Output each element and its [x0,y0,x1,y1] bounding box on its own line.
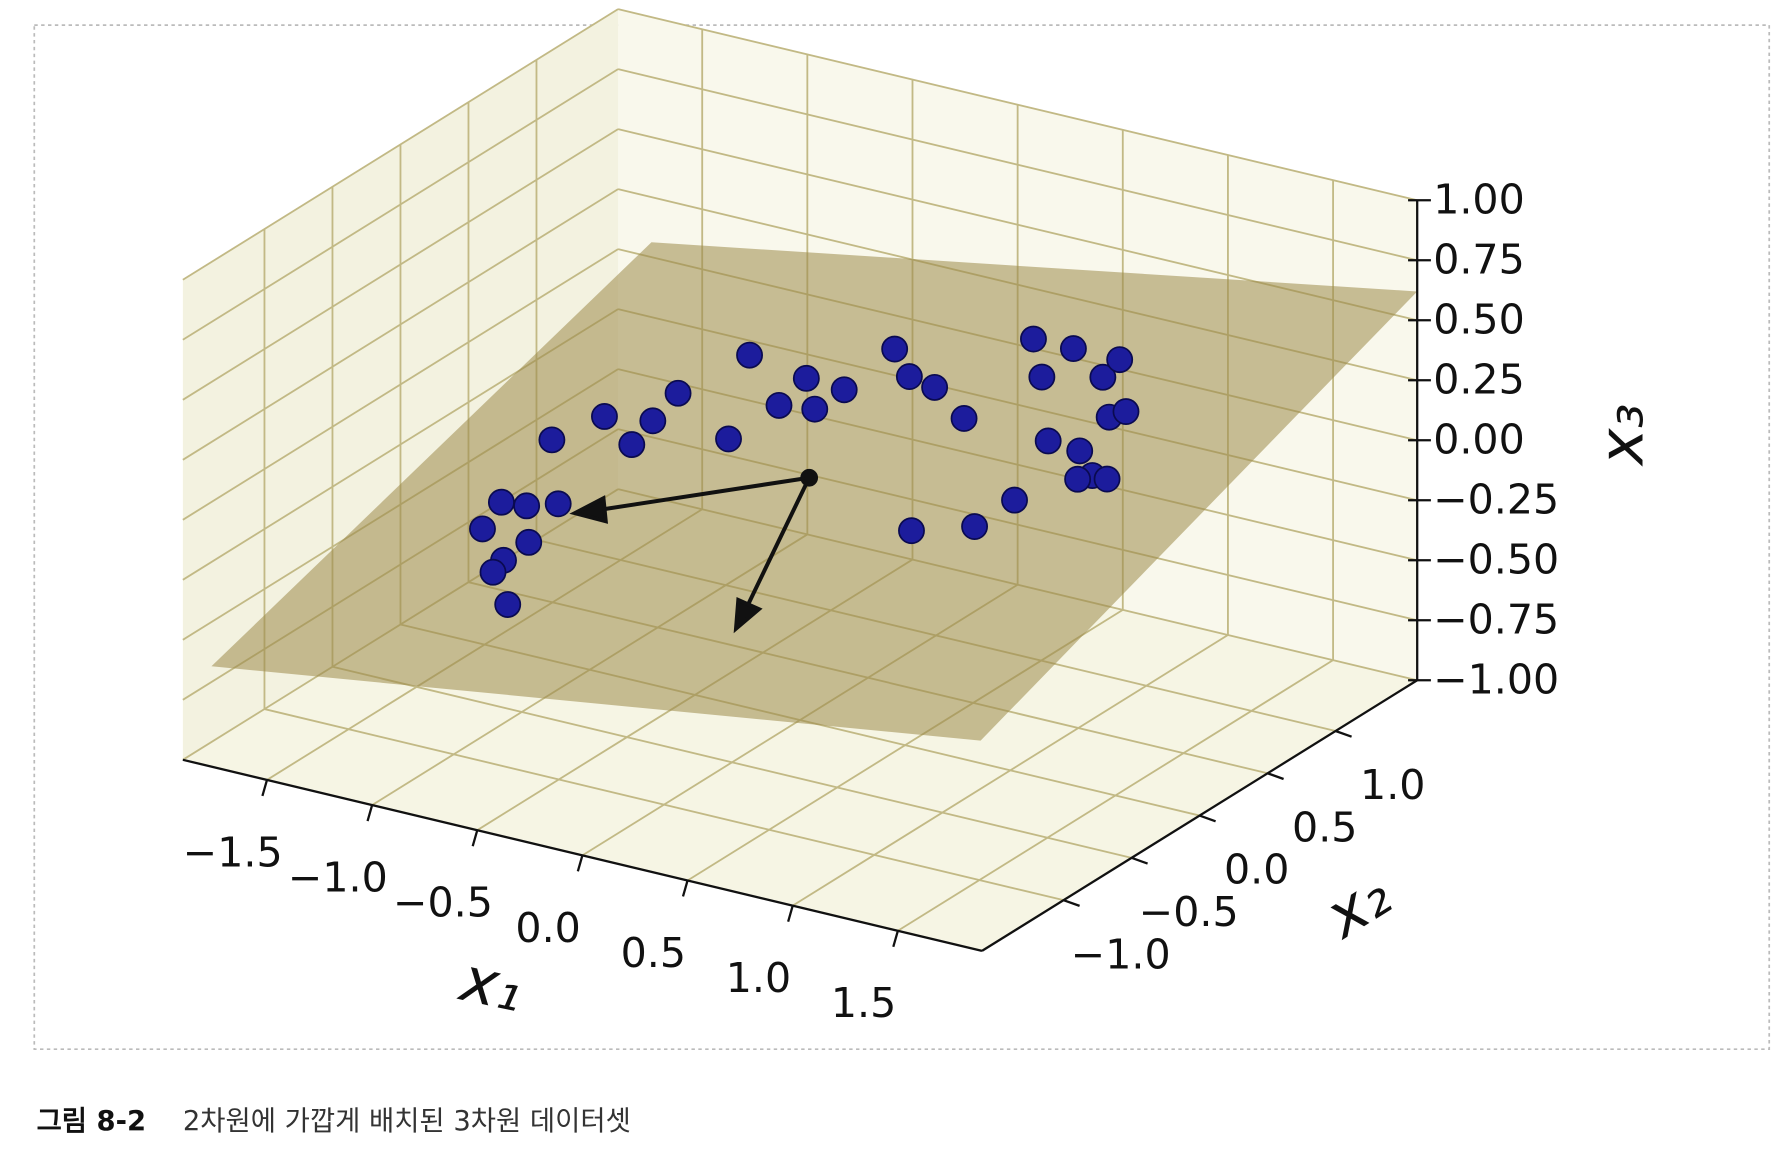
x-tick-label: −0.5 [393,879,493,927]
z-tick-label: 0.75 [1433,236,1525,284]
point [1001,486,1028,514]
x-tick-label: 0.0 [515,904,580,952]
tick-mark [1131,856,1148,865]
point [950,405,978,432]
arrows [569,468,819,634]
arrow [599,475,810,512]
y-tick-label: 1.0 [1360,761,1425,809]
x-tick-label: 1.5 [831,979,896,1027]
point [1064,465,1092,493]
tick-mark [892,930,899,948]
point [881,335,909,363]
point [736,341,763,369]
point [494,591,522,618]
point [618,431,646,459]
point [1066,437,1094,465]
point [469,515,496,543]
point [479,558,507,586]
point [1112,398,1140,425]
tick-mark [1267,772,1284,781]
point [1059,335,1087,363]
arrow [746,476,811,605]
axes: −1.5−1.0−0.50.00.51.01.5−1.0−0.50.00.51.… [182,176,1657,1027]
z-tick-label: −0.75 [1433,596,1559,644]
y-tick-label: −1.0 [1071,930,1171,978]
point [1089,363,1117,391]
point [1028,363,1056,391]
caption: 2차원에 가깝게 배치된 3차원 데이터셋 [183,1106,631,1137]
point [515,528,543,556]
x-tick-label: −1.0 [288,853,388,901]
point [715,425,742,453]
arrow-head [569,495,609,524]
z-tick-label: 1.00 [1433,176,1525,224]
tick-mark [681,880,689,897]
point [1106,346,1134,374]
points [469,325,1140,618]
point [538,426,566,454]
tick-mark [261,779,269,797]
z-tick-label: −0.25 [1433,476,1559,524]
grid-line [332,665,1132,859]
grid-line [617,8,1418,202]
point [1020,325,1047,353]
caption-label: 그림 8-2 [37,1106,146,1137]
point [487,488,515,516]
point [830,376,858,404]
grid-line [182,128,619,401]
point [765,391,793,419]
point [664,379,692,407]
z-axis-label: x₃ [1585,404,1657,467]
arrow-origin [800,468,819,487]
tick-mark [1199,814,1216,823]
point [961,513,989,540]
grid-line [182,248,619,521]
tick-mark [1063,899,1080,907]
point [898,517,925,545]
y-tick-label: −0.5 [1139,888,1239,936]
grid-line [264,708,1064,902]
z-tick-label: 0.00 [1433,416,1525,464]
grid-line [182,8,619,281]
z-tick-label: 0.25 [1433,356,1525,404]
x-tick-label: 1.0 [726,954,791,1002]
figure-content: −1.5−1.0−0.50.00.51.01.5−1.0−0.50.00.51.… [33,8,1771,1137]
grid-line [617,68,1418,262]
grid-line [182,68,619,341]
axis-line [981,679,1418,952]
z-tick-label: −1.00 [1433,656,1559,704]
point [792,364,820,392]
point [1093,465,1121,493]
z-tick-label: −0.50 [1433,536,1559,584]
point [544,490,572,518]
tick-mark [366,804,374,822]
x-tick-label: −1.5 [183,828,283,876]
point [1034,427,1062,455]
y-tick-label: 0.0 [1224,846,1289,894]
tick-mark [787,905,794,922]
point [921,373,949,401]
point [513,492,541,520]
tick-mark [576,855,584,872]
x-tick-label: 0.5 [621,929,686,977]
arrow-head [733,597,763,634]
point [591,403,618,430]
z-tick-label: 0.50 [1433,296,1525,344]
tick-mark [1335,729,1352,738]
y-tick-label: 0.5 [1292,803,1357,851]
point [895,363,923,390]
point [801,395,829,423]
tick-mark [471,829,479,847]
point [639,407,667,435]
grid-line [182,188,619,461]
axis-line [182,758,983,953]
